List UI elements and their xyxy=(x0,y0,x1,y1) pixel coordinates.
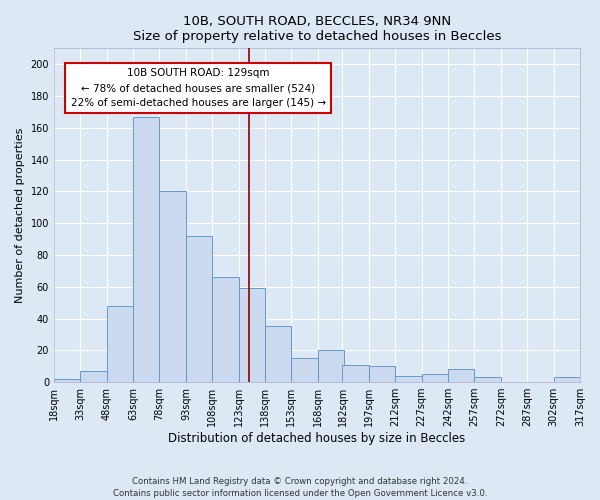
Text: 10B SOUTH ROAD: 129sqm
← 78% of detached houses are smaller (524)
22% of semi-de: 10B SOUTH ROAD: 129sqm ← 78% of detached… xyxy=(71,68,326,108)
Bar xyxy=(265,326,292,382)
Bar xyxy=(395,376,422,382)
Title: 10B, SOUTH ROAD, BECCLES, NR34 9NN
Size of property relative to detached houses : 10B, SOUTH ROAD, BECCLES, NR34 9NN Size … xyxy=(133,15,501,43)
Bar xyxy=(160,192,186,382)
Bar xyxy=(475,378,501,382)
Bar xyxy=(133,116,160,382)
Bar xyxy=(212,277,239,382)
Bar xyxy=(239,288,265,382)
Bar xyxy=(107,306,133,382)
Y-axis label: Number of detached properties: Number of detached properties xyxy=(15,128,25,303)
Text: Contains HM Land Registry data © Crown copyright and database right 2024.
Contai: Contains HM Land Registry data © Crown c… xyxy=(113,476,487,498)
Bar xyxy=(369,366,395,382)
Bar xyxy=(448,370,475,382)
Bar xyxy=(343,364,369,382)
Bar xyxy=(318,350,344,382)
Bar xyxy=(422,374,448,382)
Bar xyxy=(80,371,107,382)
Bar xyxy=(292,358,318,382)
Bar xyxy=(554,378,580,382)
Bar xyxy=(186,236,212,382)
Bar xyxy=(54,379,80,382)
X-axis label: Distribution of detached houses by size in Beccles: Distribution of detached houses by size … xyxy=(169,432,466,445)
